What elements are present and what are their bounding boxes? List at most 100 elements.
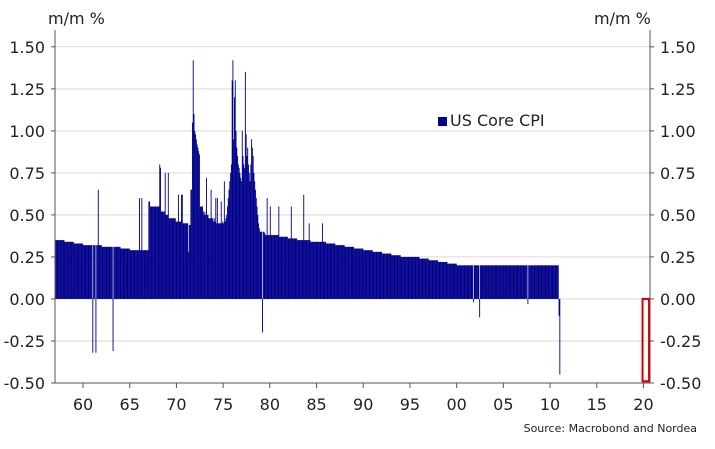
bar — [118, 246, 120, 299]
bar — [153, 206, 154, 299]
bar — [202, 206, 204, 299]
bar — [428, 260, 430, 299]
bar — [451, 263, 453, 299]
bar — [187, 223, 189, 299]
bar — [100, 245, 102, 299]
bar — [418, 256, 420, 299]
bar — [219, 223, 221, 299]
bar — [128, 248, 130, 299]
bar — [339, 245, 341, 299]
bar — [222, 221, 224, 299]
bar — [472, 298, 474, 303]
bar — [487, 265, 489, 299]
bar — [500, 265, 502, 299]
bar — [100, 245, 102, 299]
bar — [267, 235, 269, 299]
bar — [385, 253, 386, 299]
bar — [412, 256, 414, 299]
bar — [266, 198, 268, 299]
bar — [364, 250, 366, 299]
bar — [514, 265, 516, 299]
bar — [172, 218, 174, 299]
bar — [273, 235, 275, 299]
bar — [529, 265, 531, 299]
bar — [448, 263, 450, 299]
bar — [72, 241, 74, 299]
bar — [395, 255, 397, 299]
bar — [292, 238, 294, 299]
bar — [442, 261, 444, 299]
bar — [300, 240, 302, 299]
x-tick-label: 70 — [166, 395, 186, 414]
bar — [349, 246, 351, 299]
bar — [106, 246, 108, 299]
bar — [268, 235, 270, 299]
bar — [304, 240, 305, 299]
bar — [502, 265, 504, 299]
bar — [167, 172, 169, 299]
bar — [466, 265, 468, 299]
y-tick-label-right: 1.50 — [660, 38, 696, 57]
bar — [455, 263, 457, 299]
bar — [501, 265, 503, 299]
bar — [368, 250, 370, 299]
bar — [271, 235, 273, 299]
bar — [118, 246, 119, 299]
bar — [469, 265, 470, 299]
bar — [253, 172, 255, 299]
bar — [350, 246, 352, 299]
bar — [508, 265, 509, 299]
bar — [372, 251, 374, 299]
bar — [395, 255, 397, 299]
bar — [532, 265, 534, 299]
bar — [202, 211, 204, 299]
bar — [114, 246, 116, 299]
bar — [362, 248, 364, 299]
bar — [173, 218, 175, 299]
bar — [494, 265, 496, 299]
bar — [503, 265, 505, 299]
bar — [186, 223, 188, 299]
bar — [440, 261, 442, 299]
bar — [326, 243, 328, 299]
bar — [121, 248, 123, 299]
bar — [285, 236, 287, 299]
bar — [281, 236, 283, 299]
x-tick-label: 10 — [540, 395, 560, 414]
bar — [360, 248, 362, 299]
bar — [302, 240, 304, 299]
bar — [311, 241, 312, 299]
bar — [415, 256, 417, 299]
bar — [216, 223, 218, 299]
bar — [320, 241, 322, 299]
bar — [247, 147, 249, 299]
bar — [83, 245, 84, 299]
bar — [427, 258, 428, 299]
bar — [467, 265, 469, 299]
x-tick-label: 20 — [633, 395, 653, 414]
y-tick-label-right: -0.50 — [660, 374, 701, 393]
bar — [538, 265, 540, 299]
bar — [270, 235, 272, 299]
bar — [486, 265, 488, 299]
bar — [169, 218, 171, 299]
bar — [168, 218, 170, 299]
bar — [443, 261, 445, 299]
x-axis-ticks: 60 65 70 75 80 85 90 95 00 05 10 15 20 — [73, 383, 654, 414]
bar — [276, 235, 278, 299]
bar — [184, 223, 186, 299]
bar — [553, 265, 555, 299]
bar — [140, 250, 142, 299]
bar — [481, 265, 483, 299]
bar — [432, 260, 434, 299]
bar — [472, 265, 474, 299]
y-tick-label-right: 0.00 — [660, 290, 696, 309]
bar — [133, 250, 135, 299]
bar — [156, 206, 158, 299]
bar — [191, 122, 193, 299]
bar — [452, 263, 454, 299]
bar — [501, 265, 502, 299]
bar — [90, 245, 91, 299]
bar — [413, 256, 415, 299]
bar — [84, 245, 86, 299]
